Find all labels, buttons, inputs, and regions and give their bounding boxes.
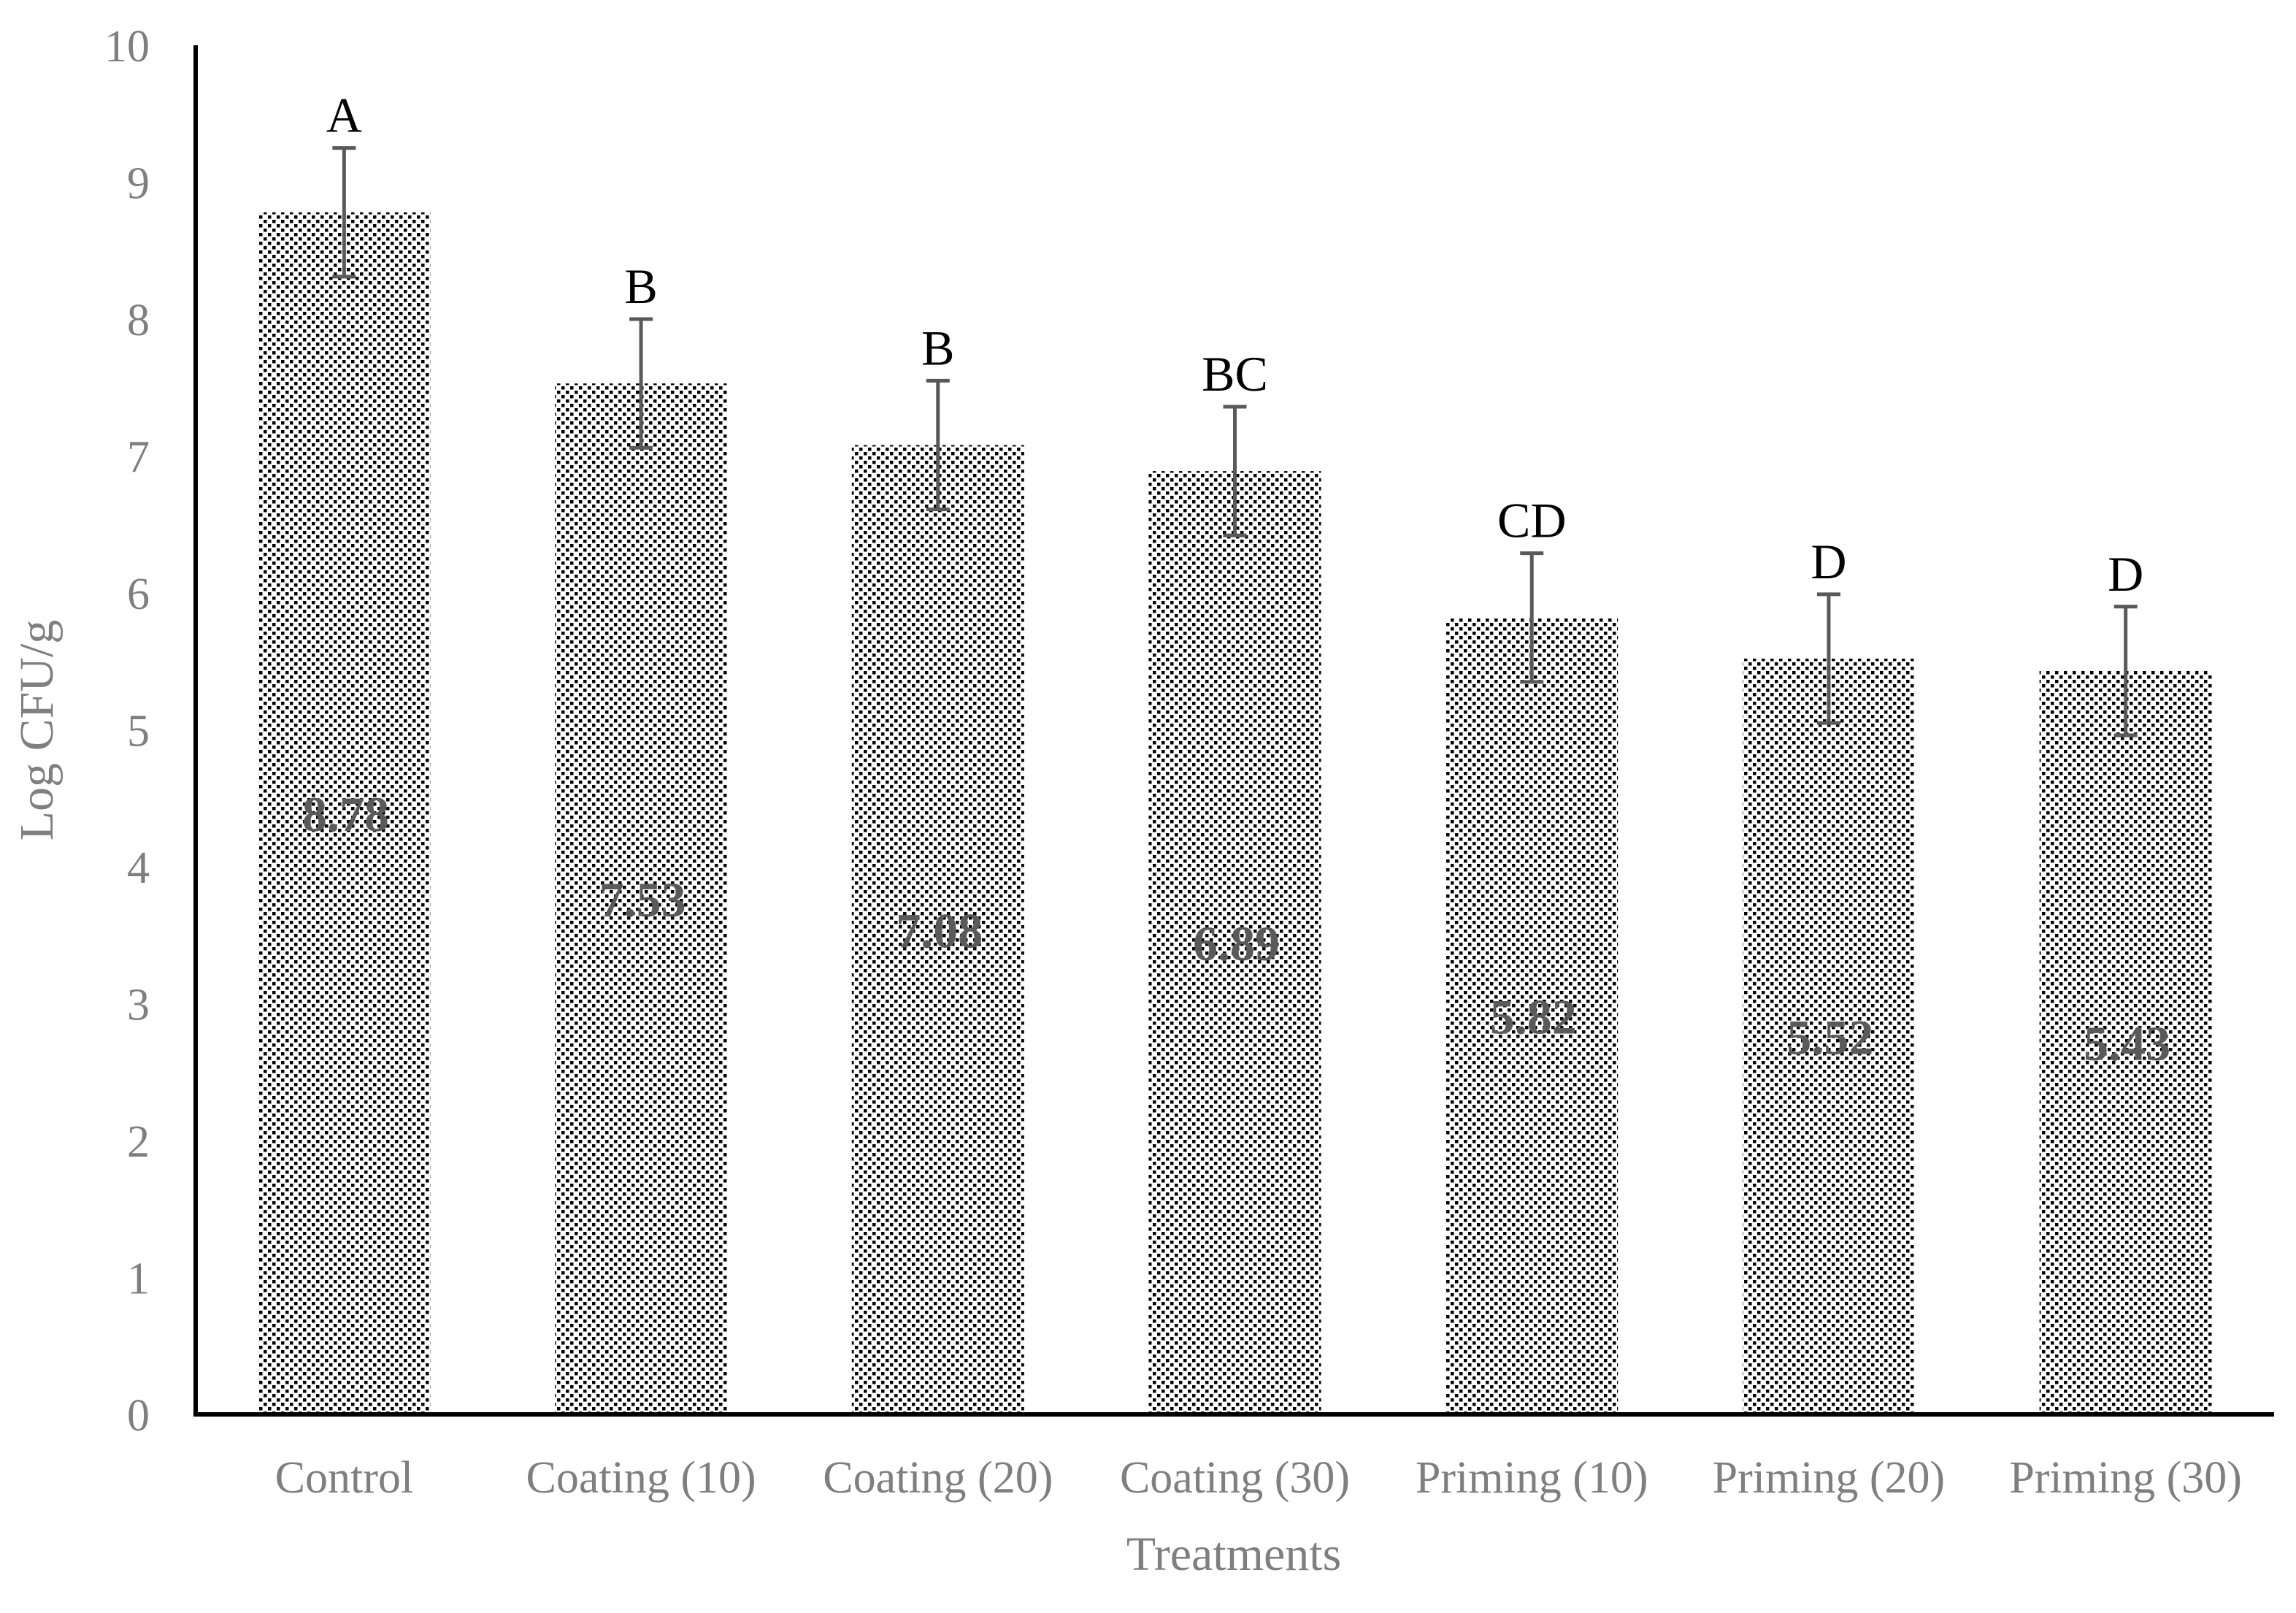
significance-letter: A: [326, 88, 362, 143]
bar: [851, 445, 1024, 1414]
x-tick-label: Coating (30): [1120, 1453, 1350, 1503]
bar: [1445, 617, 1619, 1414]
x-tick-label: Priming (30): [2009, 1453, 2242, 1503]
labels-layer: 0 1 2 3 4 5 6 7 8 9 10 A 8.78 Control B 7.53 Coating (10…: [104, 22, 2242, 1503]
y-axis-title: Log CFU/g: [10, 620, 64, 841]
axes-layer: [193, 45, 2274, 1417]
y-tick-label: 5: [127, 707, 150, 756]
bar: [258, 212, 431, 1414]
y-tick-label: 3: [127, 981, 150, 1030]
y-tick-label: 10: [104, 22, 150, 72]
y-tick-label: 9: [127, 159, 150, 209]
data-label: 6.89: [1193, 916, 1280, 971]
y-tick-label: 8: [127, 296, 150, 345]
x-tick-label: Control: [275, 1453, 413, 1503]
x-tick-label: Priming (10): [1416, 1453, 1648, 1503]
y-tick-label: 6: [127, 570, 150, 619]
x-tick-label: Priming (20): [1713, 1453, 1946, 1503]
bars-layer: [258, 212, 2212, 1414]
significance-letter: B: [921, 320, 954, 375]
data-label: 5.52: [1786, 1010, 1873, 1065]
error-bars-layer: [332, 146, 2138, 737]
data-label: 5.82: [1490, 989, 1577, 1044]
x-axis-title: Treatments: [1126, 1528, 1342, 1581]
bar: [2039, 670, 2212, 1414]
significance-letter: D: [2108, 546, 2143, 602]
x-tick-label: Coating (10): [526, 1453, 756, 1503]
x-tick-label: Coating (20): [823, 1453, 1053, 1503]
y-tick-label: 4: [127, 843, 150, 893]
y-tick-label: 0: [127, 1391, 150, 1441]
bar: [1742, 659, 1915, 1414]
significance-letter: D: [1811, 534, 1846, 589]
data-label: 8.78: [302, 786, 389, 842]
data-label: 5.43: [2084, 1016, 2170, 1071]
data-label: 7.08: [896, 903, 983, 958]
y-tick-label: 2: [127, 1117, 150, 1167]
y-tick-label: 7: [127, 433, 150, 483]
data-label: 7.53: [599, 872, 686, 927]
significance-letter: CD: [1497, 493, 1566, 548]
bar: [1148, 471, 1321, 1414]
bar: [555, 383, 728, 1414]
y-tick-label: 1: [127, 1254, 150, 1304]
significance-letter: BC: [1202, 346, 1268, 402]
significance-letter: B: [624, 258, 657, 314]
